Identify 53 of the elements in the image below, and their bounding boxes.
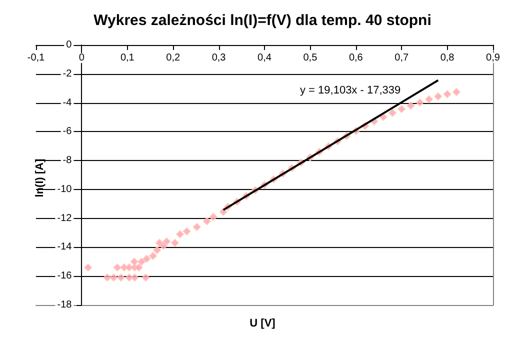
y-tick-label: 0 [66, 40, 72, 50]
point [170, 238, 179, 247]
point [130, 258, 138, 266]
y-tick-label: -16 [57, 270, 72, 282]
x-tick-label: 0,1 [120, 52, 135, 64]
y-tick-label: -10 [57, 184, 72, 195]
point [113, 263, 122, 272]
y-tick-label: -12 [57, 212, 72, 224]
y-tick-label: -14 [57, 242, 72, 253]
point [406, 102, 415, 110]
point [398, 104, 406, 113]
x-tick-label: 0,2 [166, 52, 180, 64]
x-tick-label: -0,1 [27, 52, 46, 64]
x-tick-label: 0,4 [258, 52, 272, 64]
point [425, 95, 434, 104]
point [434, 92, 442, 100]
point [153, 246, 162, 254]
point [202, 217, 211, 226]
x-axis-title: U [V] [250, 318, 276, 330]
y-tick-label: -6 [62, 126, 72, 138]
point [388, 108, 396, 117]
point [148, 252, 157, 260]
x-tick-label: 0 [78, 52, 85, 64]
point [138, 258, 146, 266]
point [130, 274, 139, 282]
point [162, 237, 171, 246]
point [134, 263, 143, 272]
y-tick-label: -8 [62, 155, 72, 166]
x-tick-label: 0,9 [486, 52, 500, 64]
x-tick-label: 0,5 [303, 52, 318, 64]
point [103, 274, 112, 282]
x-tick-label: 0,6 [348, 52, 364, 64]
y-tick-label: -4 [62, 97, 72, 108]
annotation: y = 19,103x - 17,339 [300, 84, 401, 96]
point [176, 230, 184, 238]
point [182, 227, 191, 236]
point [219, 208, 228, 216]
chart-title: Wykres zależności ln(I)=f(V) dla temp. 40 stopni [94, 12, 432, 29]
point [84, 263, 92, 272]
point [416, 98, 424, 106]
point [117, 274, 125, 282]
point [110, 274, 118, 282]
point [142, 254, 151, 263]
x-tick-label: 0,7 [394, 52, 409, 64]
y-tick-label: -18 [57, 300, 72, 310]
point [209, 212, 218, 221]
point [142, 274, 150, 282]
x-tick-label: 0,3 [212, 52, 226, 64]
point [452, 88, 460, 96]
x-tick-label: 0,8 [440, 52, 455, 64]
point [192, 223, 201, 231]
point [443, 90, 452, 98]
y-tick-label: -2 [62, 68, 72, 80]
